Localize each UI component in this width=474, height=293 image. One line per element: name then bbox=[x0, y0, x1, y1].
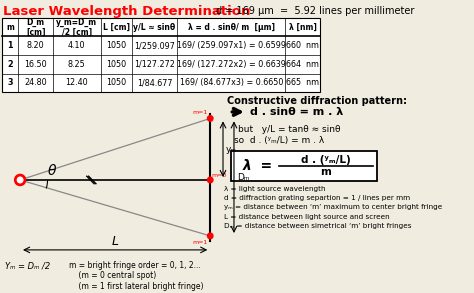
Text: y/L ≈ sinθ: y/L ≈ sinθ bbox=[133, 23, 175, 32]
Text: 169/ (127.272x2) = 0.6639: 169/ (127.272x2) = 0.6639 bbox=[177, 60, 286, 69]
Text: L = distance between light source and screen: L = distance between light source and sc… bbox=[224, 214, 390, 219]
Text: d = 169 μm  =  5.92 lines per millimeter: d = 169 μm = 5.92 lines per millimeter bbox=[216, 6, 414, 16]
Text: 2: 2 bbox=[7, 60, 13, 69]
Circle shape bbox=[208, 116, 213, 121]
Text: d . (ʸₘ/L): d . (ʸₘ/L) bbox=[301, 155, 351, 165]
Text: m=1: m=1 bbox=[192, 240, 208, 245]
Text: 664  nm: 664 nm bbox=[286, 60, 319, 69]
Text: 4.10: 4.10 bbox=[68, 41, 85, 50]
Text: Dₘ: Dₘ bbox=[237, 173, 249, 182]
Text: 660  nm: 660 nm bbox=[286, 41, 319, 50]
Text: Yₘ = Dₘ /2: Yₘ = Dₘ /2 bbox=[5, 261, 50, 270]
Text: 24.80: 24.80 bbox=[24, 79, 47, 88]
Text: 1/259.097: 1/259.097 bbox=[134, 41, 175, 50]
Text: m=1: m=1 bbox=[192, 110, 208, 115]
Text: D_m
[cm]: D_m [cm] bbox=[26, 18, 46, 36]
Bar bbox=[231, 151, 377, 181]
Circle shape bbox=[208, 177, 213, 183]
Text: yₘ: yₘ bbox=[226, 145, 237, 154]
Text: λ = d . sinθ/ m  [μm]: λ = d . sinθ/ m [μm] bbox=[188, 23, 275, 32]
Text: 16.50: 16.50 bbox=[24, 60, 47, 69]
Text: 169/ (259.097x1) = 0.6599: 169/ (259.097x1) = 0.6599 bbox=[177, 41, 286, 50]
Text: 1: 1 bbox=[7, 41, 13, 50]
Text: 1/84.677: 1/84.677 bbox=[137, 79, 172, 88]
Text: L: L bbox=[112, 235, 118, 248]
Text: d . sinθ = m . λ: d . sinθ = m . λ bbox=[250, 107, 344, 117]
Text: m: m bbox=[320, 167, 331, 177]
Text: θ: θ bbox=[47, 163, 56, 178]
Text: d = diffraction grating separtion = 1 / lines per mm: d = diffraction grating separtion = 1 / … bbox=[224, 195, 410, 201]
Text: so  d . (ʸₘ/L) = m . λ: so d . (ʸₘ/L) = m . λ bbox=[234, 136, 324, 145]
Text: Laser Wavelength Determination: Laser Wavelength Determination bbox=[3, 5, 250, 18]
Text: λ = light source wavelength: λ = light source wavelength bbox=[224, 185, 326, 192]
Text: L [cm]: L [cm] bbox=[102, 23, 129, 32]
Circle shape bbox=[18, 177, 23, 183]
Text: 3: 3 bbox=[7, 79, 13, 88]
Text: m = bright fringe order = 0, 1, 2...
    (m = 0 central spot)
    (m = 1 first l: m = bright fringe order = 0, 1, 2... (m … bbox=[69, 261, 203, 291]
Circle shape bbox=[208, 233, 213, 239]
Text: m=0: m=0 bbox=[211, 173, 227, 178]
Text: 1050: 1050 bbox=[106, 60, 126, 69]
Text: 665  nm: 665 nm bbox=[286, 79, 319, 88]
Text: 169/ (84.677x3) = 0.6650: 169/ (84.677x3) = 0.6650 bbox=[180, 79, 283, 88]
Text: yₘ = distance between ‘m’ maximum to center bright fringe: yₘ = distance between ‘m’ maximum to cen… bbox=[224, 204, 442, 210]
Text: 1050: 1050 bbox=[106, 79, 126, 88]
Text: 12.40: 12.40 bbox=[65, 79, 88, 88]
Text: y_m=D_m
/2 [cm]: y_m=D_m /2 [cm] bbox=[56, 18, 97, 36]
Circle shape bbox=[15, 174, 26, 185]
Text: Constructive diffraction pattern:: Constructive diffraction pattern: bbox=[227, 96, 407, 106]
Text: m: m bbox=[6, 23, 14, 32]
Text: 8.25: 8.25 bbox=[68, 60, 86, 69]
Text: 8.20: 8.20 bbox=[27, 41, 45, 50]
Text: but   y/L = tanθ ≈ sinθ: but y/L = tanθ ≈ sinθ bbox=[237, 125, 340, 134]
Text: 1/127.272: 1/127.272 bbox=[134, 60, 175, 69]
Text: Dₘ = distance between simetrical ‘m’ bright fringes: Dₘ = distance between simetrical ‘m’ bri… bbox=[224, 223, 411, 229]
Text: λ  =: λ = bbox=[242, 159, 273, 173]
Text: 1050: 1050 bbox=[106, 41, 126, 50]
Text: λ [nm]: λ [nm] bbox=[289, 23, 317, 32]
Bar bbox=[2, 18, 320, 92]
